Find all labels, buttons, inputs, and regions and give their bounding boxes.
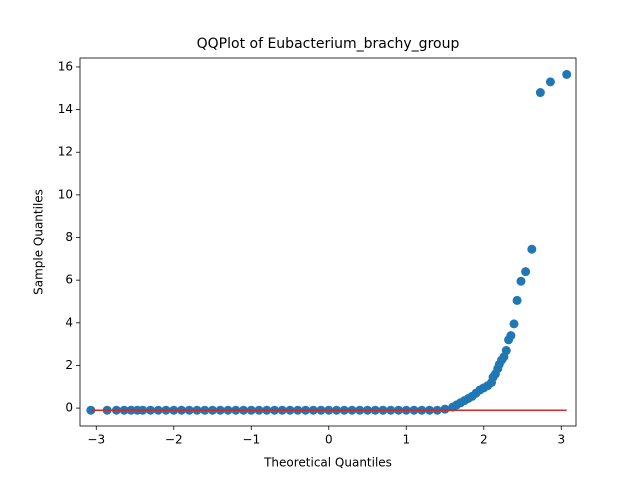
y-tick-label: 6 [65, 273, 73, 287]
point [512, 295, 522, 305]
x-tick-label: 0 [325, 433, 333, 447]
x-tick-label: −1 [242, 433, 260, 447]
y-axis-label: Sample Quantiles [32, 189, 46, 295]
x-tick-label: −2 [165, 433, 183, 447]
plot-frame [79, 57, 577, 427]
point [535, 88, 545, 98]
x-tick-label: 3 [557, 433, 565, 447]
y-tick-label: 14 [58, 102, 73, 116]
y-tick-label: 8 [65, 230, 73, 244]
y-tick-label: 12 [58, 145, 73, 159]
point [521, 267, 531, 277]
point [501, 346, 511, 356]
point [509, 319, 519, 329]
x-axis-label: Theoretical Quantiles [263, 456, 392, 470]
point [527, 244, 537, 254]
y-tick-label: 16 [58, 59, 73, 73]
y-tick-label: 0 [65, 401, 73, 415]
x-tick-label: 1 [402, 433, 410, 447]
point [545, 77, 555, 87]
point [506, 331, 516, 341]
y-tick-label: 2 [65, 358, 73, 372]
x-tick-label: −3 [87, 433, 105, 447]
x-tick-label: 2 [480, 433, 488, 447]
chart-title: QQPlot of Eubacterium_brachy_group [197, 36, 460, 52]
y-tick-label: 10 [58, 187, 73, 201]
point [562, 69, 572, 79]
y-tick-label: 4 [65, 315, 73, 329]
point [440, 404, 450, 414]
point [516, 276, 526, 286]
